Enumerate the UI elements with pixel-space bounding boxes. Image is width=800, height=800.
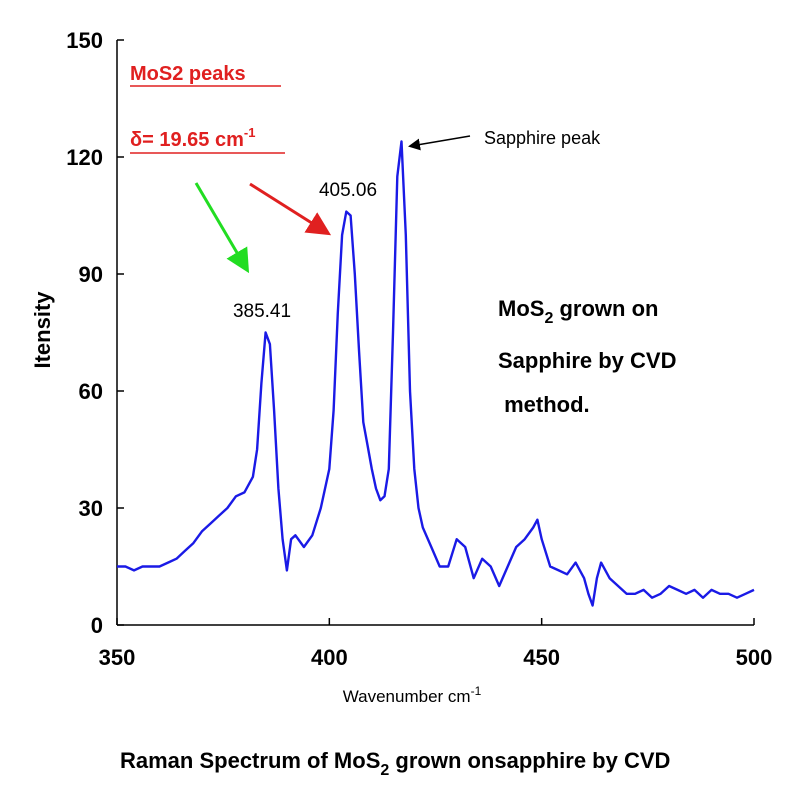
raman-spectrum-line bbox=[117, 140, 755, 607]
green-arrow bbox=[194, 182, 250, 274]
red-arrow bbox=[249, 182, 332, 236]
y-tick-label: 30 bbox=[79, 496, 103, 521]
y-tick-label: 0 bbox=[91, 613, 103, 638]
figure-caption: Raman Spectrum of MoS2 grown onsapphire … bbox=[120, 748, 670, 779]
x-axis-label: Wavenumber cm-1 bbox=[343, 684, 482, 706]
y-tick-label: 90 bbox=[79, 262, 103, 287]
note-line-1: MoS2 grown on bbox=[498, 296, 658, 327]
x-axis-ticks: 350 400 450 500 bbox=[99, 618, 773, 670]
peak-label-385: 385.41 bbox=[233, 301, 291, 322]
x-tick-label: 400 bbox=[311, 645, 348, 670]
x-tick-label: 350 bbox=[99, 645, 136, 670]
y-axis-label: Itensity bbox=[30, 291, 55, 369]
mos2-peaks-label: MoS2 peaks bbox=[130, 63, 246, 85]
y-axis-ticks: 0 30 60 90 120 150 bbox=[66, 28, 124, 638]
x-tick-label: 450 bbox=[523, 645, 560, 670]
peak-label-405: 405.06 bbox=[319, 180, 377, 201]
y-tick-label: 120 bbox=[66, 145, 103, 170]
note-line-2: Sapphire by CVD bbox=[498, 348, 676, 373]
y-tick-label: 60 bbox=[79, 379, 103, 404]
black-arrow bbox=[408, 135, 471, 151]
x-tick-label: 500 bbox=[736, 645, 773, 670]
y-tick-label: 150 bbox=[66, 28, 103, 53]
delta-label: δ= 19.65 cm-1 bbox=[130, 125, 255, 151]
sapphire-peak-label: Sapphire peak bbox=[484, 128, 601, 148]
note-line-3: method. bbox=[498, 392, 590, 417]
